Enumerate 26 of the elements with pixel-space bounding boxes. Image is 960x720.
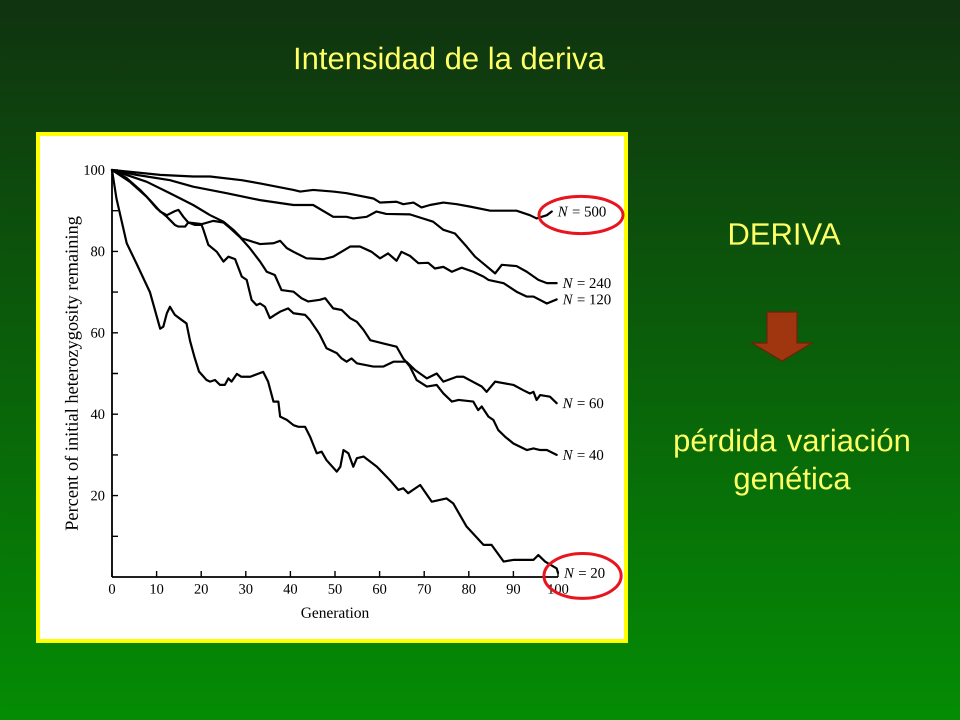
series-label: N = 20	[564, 568, 605, 578]
x-tick-label: 20	[194, 584, 208, 594]
text: pérdida variación genética	[675, 428, 909, 496]
x-tick-label: 30	[239, 584, 252, 594]
x-tick-label: 0	[108, 584, 116, 594]
x-tick-label: 90	[506, 584, 520, 594]
text: DERIVA	[730, 223, 840, 245]
series-label: N = 240	[562, 278, 611, 288]
x-tick-label: 70	[418, 584, 431, 594]
y-tick-label: 40	[90, 409, 104, 420]
x-axis-title: Generation	[301, 608, 369, 618]
x-tick-label: 10	[150, 584, 164, 594]
series-label: N = 40	[562, 450, 604, 460]
x-tick-label: 50	[328, 584, 342, 594]
x-tick-label: 80	[462, 584, 476, 594]
y-tick-label: 80	[91, 246, 104, 256]
y-tick-label: 20	[91, 490, 104, 500]
x-tick-label: 40	[283, 584, 298, 594]
chart-title: Intensidad de la deriva	[296, 46, 605, 70]
y-tick-label: 100	[84, 165, 104, 175]
y-axis-title: Percent of initial heterozygosity remaining	[64, 216, 82, 530]
series-label: N = 60	[562, 398, 604, 408]
series-label: N = 120	[562, 294, 611, 304]
y-tick-label: 60	[91, 328, 104, 338]
series-label: N = 500	[558, 206, 606, 217]
x-tick-label: 60	[373, 584, 386, 594]
